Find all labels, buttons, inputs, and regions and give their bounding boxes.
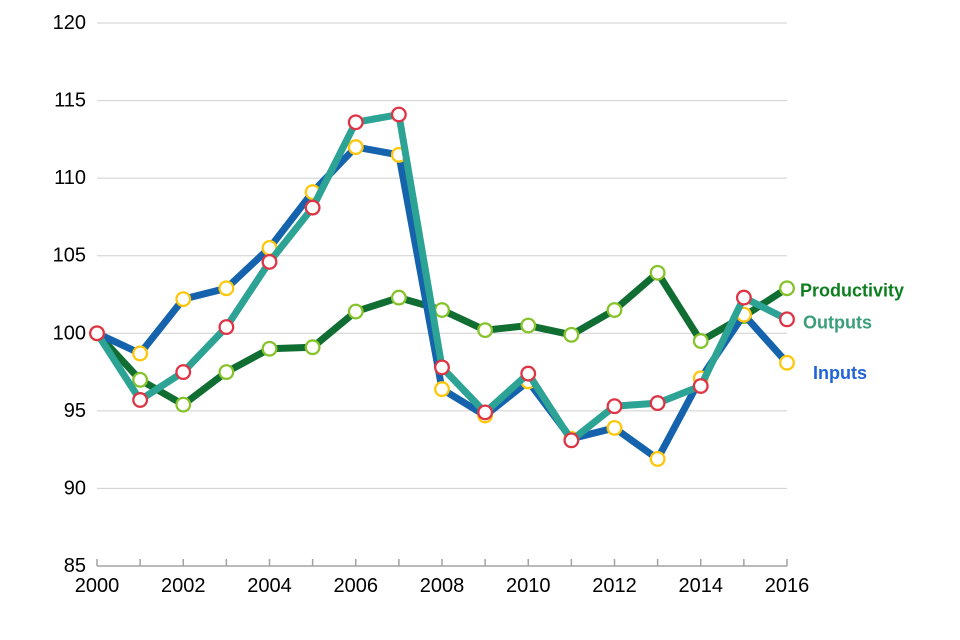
marker-productivity-2014 bbox=[692, 333, 709, 349]
marker-productivity-2013 bbox=[649, 264, 666, 281]
marker-outputs-2011 bbox=[563, 432, 580, 449]
marker-outputs-2015 bbox=[735, 289, 752, 306]
marker-outputs-2003 bbox=[218, 319, 235, 336]
marker-productivity-2001 bbox=[132, 371, 149, 388]
y-tick-label-100: 100 bbox=[53, 322, 86, 344]
y-tick-label-85: 85 bbox=[64, 555, 86, 577]
marker-outputs-2001 bbox=[132, 392, 149, 408]
marker-productivity-2016 bbox=[779, 280, 795, 297]
x-tick-label-2012: 2012 bbox=[592, 575, 637, 597]
marker-outputs-2014 bbox=[692, 378, 709, 394]
x-tick-label-2014: 2014 bbox=[679, 575, 724, 597]
x-tick-label-2016: 2016 bbox=[765, 575, 810, 597]
marker-outputs-2006 bbox=[347, 114, 364, 131]
marker-outputs-2008 bbox=[434, 359, 450, 376]
y-axis-labels: 85 90 95 100 105 110 115 120 bbox=[53, 12, 86, 577]
x-tick-label-2004: 2004 bbox=[247, 575, 292, 597]
x-tick-label-2002: 2002 bbox=[161, 575, 206, 597]
marker-inputs-2008 bbox=[434, 381, 450, 398]
x-axis bbox=[96, 559, 788, 567]
marker-outputs-2012 bbox=[606, 398, 623, 415]
y-tick-label-120: 120 bbox=[53, 12, 86, 34]
marker-productivity-2006 bbox=[347, 303, 364, 320]
marker-inputs-2001 bbox=[132, 345, 149, 362]
marker-inputs-2002 bbox=[175, 291, 192, 308]
legend: Productivity Inputs Outputs bbox=[800, 280, 904, 382]
marker-outputs-2016 bbox=[779, 311, 795, 328]
marker-outputs-2007 bbox=[390, 106, 407, 123]
marker-productivity-2004 bbox=[261, 340, 278, 357]
y-tick-label-90: 90 bbox=[64, 477, 86, 499]
y-tick-label-110: 110 bbox=[54, 167, 86, 189]
gridlines bbox=[97, 22, 787, 489]
marker-inputs-2013 bbox=[649, 451, 666, 467]
marker-productivity-2003 bbox=[218, 364, 235, 381]
marker-inputs-2012 bbox=[606, 419, 623, 436]
marker-inputs-2006 bbox=[347, 139, 364, 156]
x-tick-label-2010: 2010 bbox=[506, 575, 551, 597]
marker-outputs-2010 bbox=[520, 365, 537, 382]
marker-productivity-2007 bbox=[390, 289, 407, 306]
marker-inputs-2016 bbox=[779, 354, 795, 371]
y-tick-label-105: 105 bbox=[53, 245, 86, 267]
marker-productivity-2008 bbox=[434, 302, 450, 318]
marker-outputs-2013 bbox=[649, 395, 666, 412]
y-tick-label-115: 115 bbox=[54, 90, 86, 112]
marker-outputs-2005 bbox=[304, 199, 321, 216]
marker-productivity-2002 bbox=[175, 396, 192, 413]
marker-productivity-2012 bbox=[606, 302, 623, 318]
marker-productivity-2005 bbox=[304, 339, 321, 356]
x-axis-labels: 2000 2002 2004 2006 2008 2010 2012 2014 2016 bbox=[75, 575, 810, 597]
y-tick-label-95: 95 bbox=[64, 400, 86, 422]
x-tick-label-2006: 2006 bbox=[334, 575, 379, 597]
marker-outputs-2000 bbox=[89, 325, 105, 342]
x-tick-label-2000: 2000 bbox=[75, 575, 120, 597]
series-outputs bbox=[89, 106, 795, 449]
x-tick-label-2008: 2008 bbox=[420, 575, 465, 597]
legend-label-productivity: Productivity bbox=[800, 280, 904, 300]
marker-productivity-2009 bbox=[477, 322, 494, 339]
marker-inputs-2003 bbox=[218, 280, 235, 297]
marker-outputs-2009 bbox=[477, 404, 494, 421]
marker-productivity-2010 bbox=[520, 317, 537, 334]
marker-outputs-2002 bbox=[175, 364, 192, 381]
marker-outputs-2004 bbox=[261, 253, 278, 270]
legend-label-inputs: Inputs bbox=[813, 363, 867, 383]
marker-productivity-2011 bbox=[563, 326, 580, 343]
legend-label-outputs: Outputs bbox=[803, 312, 872, 332]
